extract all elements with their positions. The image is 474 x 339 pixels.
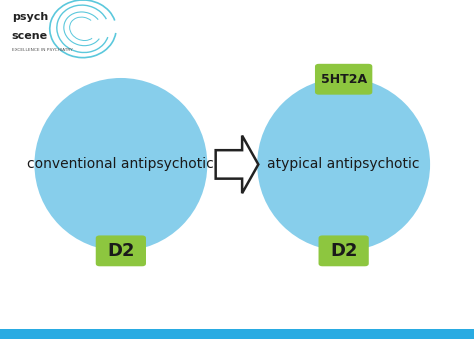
Text: psych: psych <box>12 12 48 22</box>
Text: EXCELLENCE IN PSYCHIATRY: EXCELLENCE IN PSYCHIATRY <box>12 48 73 52</box>
Text: atypical antipsychotic: atypical antipsychotic <box>267 157 420 172</box>
Text: conventional antipsychotic: conventional antipsychotic <box>27 157 214 172</box>
Bar <box>0 329 474 339</box>
Text: D2: D2 <box>107 242 135 260</box>
Text: 5HT2A: 5HT2A <box>320 73 367 86</box>
Text: D2: D2 <box>330 242 357 260</box>
FancyBboxPatch shape <box>315 64 373 95</box>
Ellipse shape <box>35 78 207 251</box>
FancyBboxPatch shape <box>319 235 369 266</box>
Ellipse shape <box>257 78 430 251</box>
Polygon shape <box>216 136 258 193</box>
Text: scene: scene <box>12 31 48 40</box>
FancyBboxPatch shape <box>96 235 146 266</box>
